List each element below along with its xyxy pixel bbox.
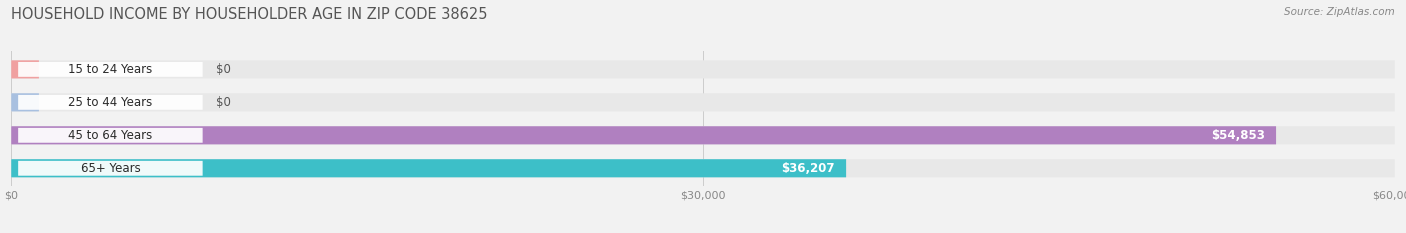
FancyBboxPatch shape <box>11 60 39 79</box>
Text: HOUSEHOLD INCOME BY HOUSEHOLDER AGE IN ZIP CODE 38625: HOUSEHOLD INCOME BY HOUSEHOLDER AGE IN Z… <box>11 7 488 22</box>
FancyBboxPatch shape <box>18 161 202 176</box>
FancyBboxPatch shape <box>11 126 1277 144</box>
Text: 65+ Years: 65+ Years <box>80 162 141 175</box>
FancyBboxPatch shape <box>11 159 846 177</box>
Text: $0: $0 <box>217 96 232 109</box>
FancyBboxPatch shape <box>11 60 1395 79</box>
FancyBboxPatch shape <box>11 159 1395 177</box>
FancyBboxPatch shape <box>11 93 1395 111</box>
Text: $0: $0 <box>217 63 232 76</box>
FancyBboxPatch shape <box>18 95 202 110</box>
Text: $54,853: $54,853 <box>1211 129 1264 142</box>
FancyBboxPatch shape <box>11 126 1395 144</box>
Text: 45 to 64 Years: 45 to 64 Years <box>69 129 152 142</box>
Text: 25 to 44 Years: 25 to 44 Years <box>69 96 152 109</box>
FancyBboxPatch shape <box>18 128 202 143</box>
Text: Source: ZipAtlas.com: Source: ZipAtlas.com <box>1284 7 1395 17</box>
FancyBboxPatch shape <box>11 93 39 111</box>
FancyBboxPatch shape <box>18 62 202 77</box>
Text: 15 to 24 Years: 15 to 24 Years <box>69 63 152 76</box>
Text: $36,207: $36,207 <box>782 162 835 175</box>
